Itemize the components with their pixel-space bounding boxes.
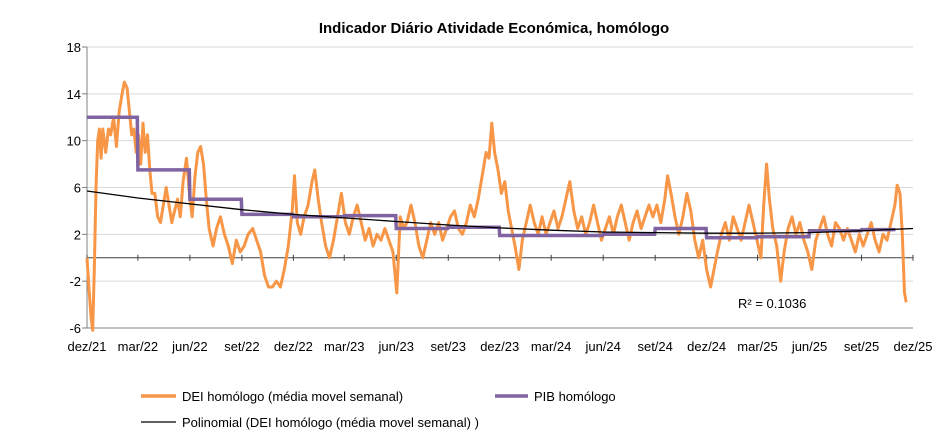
y-tick-label: -2	[69, 274, 81, 289]
x-tick-label: dez/22	[274, 339, 313, 354]
legend-label-dei: DEI homólogo (média movel semanal)	[182, 389, 403, 404]
x-tick-label: set/23	[431, 339, 466, 354]
x-tick-label: dez/24	[687, 339, 726, 354]
x-tick-label: mar/22	[118, 339, 158, 354]
gridlines	[87, 46, 913, 282]
x-tick-label: set/24	[637, 339, 672, 354]
legend-label-trend: Polinomial (DEI homólogo (média movel se…	[182, 415, 479, 430]
x-tick-label: mar/25	[737, 339, 777, 354]
y-tick-label: 2	[74, 227, 81, 242]
y-tick-label: 14	[67, 87, 81, 102]
x-tick-label: set/25	[844, 339, 879, 354]
x-tick-label: jun/23	[378, 339, 414, 354]
x-tick-label: jun/24	[584, 339, 620, 354]
x-tick-label: dez/25	[893, 339, 932, 354]
plot-area	[85, 80, 914, 332]
x-tick-label: mar/23	[324, 339, 364, 354]
y-tick-label: 10	[67, 134, 81, 149]
legend: DEI homólogo (média movel semanal) PIB h…	[141, 389, 616, 430]
y-tick-label: -6	[69, 321, 81, 336]
y-tick-label: 18	[67, 40, 81, 55]
y-axis-ticks: 18 14 10 6 2 -2 -6	[67, 40, 87, 336]
series-line-trend	[86, 190, 914, 234]
x-axis-ticks: dez/21 mar/22 jun/22 set/22 dez/22 mar/23 jun/…	[67, 254, 933, 354]
y-tick-label: 6	[74, 181, 81, 196]
x-tick-label: dez/23	[480, 339, 519, 354]
x-tick-label: jun/22	[171, 339, 207, 354]
r-squared-annotation: R² = 0.1036	[738, 296, 806, 311]
x-tick-label: set/22	[224, 339, 259, 354]
x-tick-label: jun/25	[791, 339, 827, 354]
legend-label-pib: PIB homólogo	[534, 389, 616, 404]
series-line-pib	[87, 115, 896, 240]
x-tick-label: mar/24	[531, 339, 571, 354]
chart-title: Indicador Diário Atividade Económica, ho…	[319, 20, 669, 37]
x-tick-label: dez/21	[67, 339, 106, 354]
series-line-dei	[85, 80, 908, 332]
